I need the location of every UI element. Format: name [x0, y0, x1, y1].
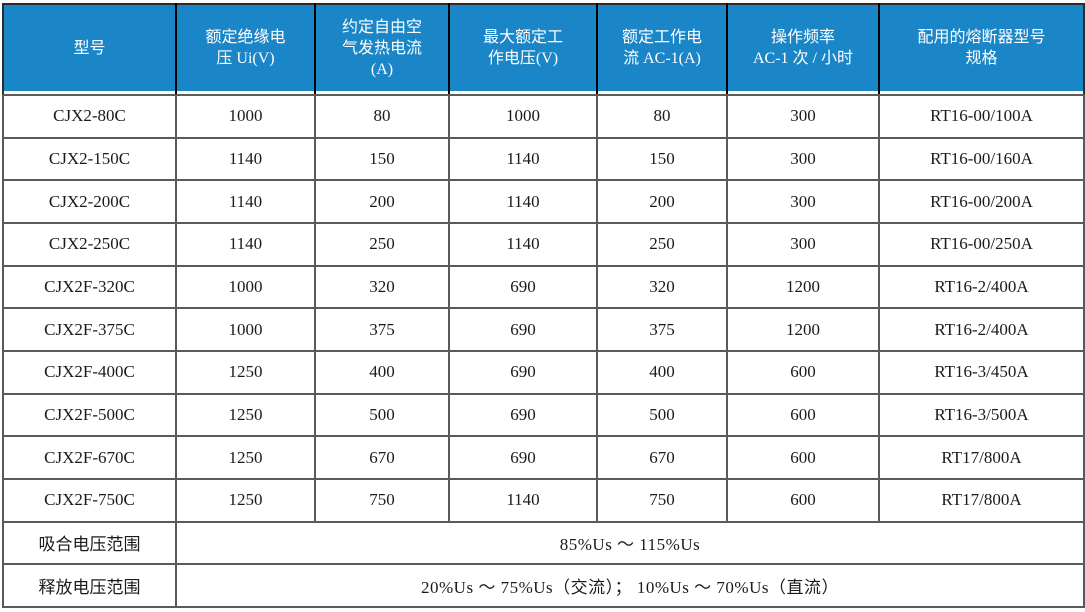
model-cell: CJX2F-670C: [2, 435, 177, 480]
value-cell: 1250: [175, 349, 316, 395]
value-cell: RT17/800A: [878, 435, 1085, 480]
value-cell: 670: [596, 435, 728, 480]
value-cell: RT16-2/400A: [878, 264, 1085, 310]
footer-label: 释放电压范围: [2, 563, 177, 608]
table-row: CJX2-250C 1140 250 1140 250 300 RT16-00/250A: [2, 221, 1085, 267]
value-cell: RT16-00/200A: [878, 179, 1085, 224]
value-cell: 670: [314, 435, 450, 480]
value-cell: 400: [596, 349, 728, 395]
value-cell: 320: [314, 264, 450, 310]
table-header: 型号 额定绝缘电 压 Ui(V) 约定自由空 气发热电流 (A) 最大额定工 作…: [2, 4, 1085, 96]
table-row: CJX2-200C 1140 200 1140 200 300 RT16-00/200A: [2, 179, 1085, 224]
model-cell: CJX2-80C: [2, 94, 177, 139]
value-cell: 300: [726, 136, 880, 182]
model-cell: CJX2F-400C: [2, 349, 177, 395]
value-cell: 1200: [726, 307, 880, 352]
header-model: 型号: [2, 4, 177, 96]
value-cell: 300: [726, 221, 880, 267]
header-thermal-current: 约定自由空 气发热电流 (A): [314, 4, 450, 96]
table-row: CJX2-80C 1000 80 1000 80 300 RT16-00/100A: [2, 94, 1085, 139]
model-cell: CJX2F-320C: [2, 264, 177, 310]
model-cell: CJX2-250C: [2, 221, 177, 267]
header-insulation-voltage: 额定绝缘电 压 Ui(V): [175, 4, 316, 96]
value-cell: RT16-3/450A: [878, 349, 1085, 395]
model-cell: CJX2-200C: [2, 179, 177, 224]
value-cell: 1000: [448, 94, 598, 139]
table-row: CJX2F-375C 1000 375 690 375 1200 RT16-2/400A: [2, 307, 1085, 352]
model-cell: CJX2F-500C: [2, 392, 177, 438]
value-cell: RT16-00/250A: [878, 221, 1085, 267]
value-cell: 375: [596, 307, 728, 352]
value-cell: 250: [596, 221, 728, 267]
value-cell: 500: [314, 392, 450, 438]
header-max-working-voltage: 最大额定工 作电压(V): [448, 4, 598, 96]
value-cell: 750: [314, 477, 450, 523]
value-cell: 1140: [448, 179, 598, 224]
table-row: CJX2-150C 1140 150 1140 150 300 RT16-00/160A: [2, 136, 1085, 182]
value-cell: 400: [314, 349, 450, 395]
value-cell: 250: [314, 221, 450, 267]
value-cell: 600: [726, 349, 880, 395]
model-cell: CJX2F-750C: [2, 477, 177, 523]
value-cell: 500: [596, 392, 728, 438]
value-cell: 690: [448, 349, 598, 395]
value-cell: 150: [314, 136, 450, 182]
value-cell: 1250: [175, 477, 316, 523]
value-cell: 690: [448, 435, 598, 480]
value-cell: 750: [596, 477, 728, 523]
contactor-spec-table: 型号 额定绝缘电 压 Ui(V) 约定自由空 气发热电流 (A) 最大额定工 作…: [2, 3, 1085, 608]
value-cell: RT16-00/160A: [878, 136, 1085, 182]
value-cell: RT16-3/500A: [878, 392, 1085, 438]
value-cell: 690: [448, 264, 598, 310]
value-cell: RT17/800A: [878, 477, 1085, 523]
value-cell: 600: [726, 435, 880, 480]
value-cell: 1000: [175, 264, 316, 310]
value-cell: 690: [448, 307, 598, 352]
value-cell: 80: [596, 94, 728, 139]
value-cell: 1140: [175, 136, 316, 182]
value-cell: 600: [726, 392, 880, 438]
value-cell: 1140: [448, 136, 598, 182]
value-cell: 1140: [175, 221, 316, 267]
table-row: CJX2F-400C 1250 400 690 400 600 RT16-3/450A: [2, 349, 1085, 395]
value-cell: RT16-2/400A: [878, 307, 1085, 352]
value-cell: 1200: [726, 264, 880, 310]
model-cell: CJX2F-375C: [2, 307, 177, 352]
value-cell: 200: [596, 179, 728, 224]
value-cell: 200: [314, 179, 450, 224]
value-cell: 320: [596, 264, 728, 310]
value-cell: RT16-00/100A: [878, 94, 1085, 139]
header-row: 型号 额定绝缘电 压 Ui(V) 约定自由空 气发热电流 (A) 最大额定工 作…: [2, 4, 1085, 96]
table-body: CJX2-80C 1000 80 1000 80 300 RT16-00/100A CJX2-…: [2, 94, 1085, 523]
footer-row: 吸合电压范围 85%Us ～ 115%Us: [2, 520, 1085, 566]
model-cell: CJX2-150C: [2, 136, 177, 182]
header-fuse-spec: 配用的熔断器型号 规格: [878, 4, 1085, 96]
value-cell: 1140: [175, 179, 316, 224]
value-cell: 1000: [175, 94, 316, 139]
value-cell: 375: [314, 307, 450, 352]
table-footer: 吸合电压范围 85%Us ～ 115%Us 释放电压范围 20%Us ～ 75%Us（…: [2, 520, 1085, 608]
value-cell: 300: [726, 179, 880, 224]
value-cell: 690: [448, 392, 598, 438]
table-row: CJX2F-670C 1250 670 690 670 600 RT17/800A: [2, 435, 1085, 480]
value-cell: 1140: [448, 477, 598, 523]
value-cell: 1140: [448, 221, 598, 267]
footer-value: 85%Us ～ 115%Us: [175, 520, 1085, 566]
value-cell: 80: [314, 94, 450, 139]
value-cell: 1250: [175, 392, 316, 438]
table-row: CJX2F-750C 1250 750 1140 750 600 RT17/800A: [2, 477, 1085, 523]
table-row: CJX2F-320C 1000 320 690 320 1200 RT16-2/400A: [2, 264, 1085, 310]
table-row: CJX2F-500C 1250 500 690 500 600 RT16-3/500A: [2, 392, 1085, 438]
value-cell: 600: [726, 477, 880, 523]
footer-value: 20%Us ～ 75%Us（交流）； 10%Us ～ 70%Us（直流）: [175, 563, 1085, 608]
value-cell: 1250: [175, 435, 316, 480]
footer-row: 释放电压范围 20%Us ～ 75%Us（交流）； 10%Us ～ 70%Us（直…: [2, 563, 1085, 608]
value-cell: 300: [726, 94, 880, 139]
value-cell: 1000: [175, 307, 316, 352]
header-rated-current-ac1: 额定工作电 流 AC-1(A): [596, 4, 728, 96]
footer-label: 吸合电压范围: [2, 520, 177, 566]
value-cell: 150: [596, 136, 728, 182]
header-operating-frequency: 操作频率 AC-1 次 / 小时: [726, 4, 880, 96]
